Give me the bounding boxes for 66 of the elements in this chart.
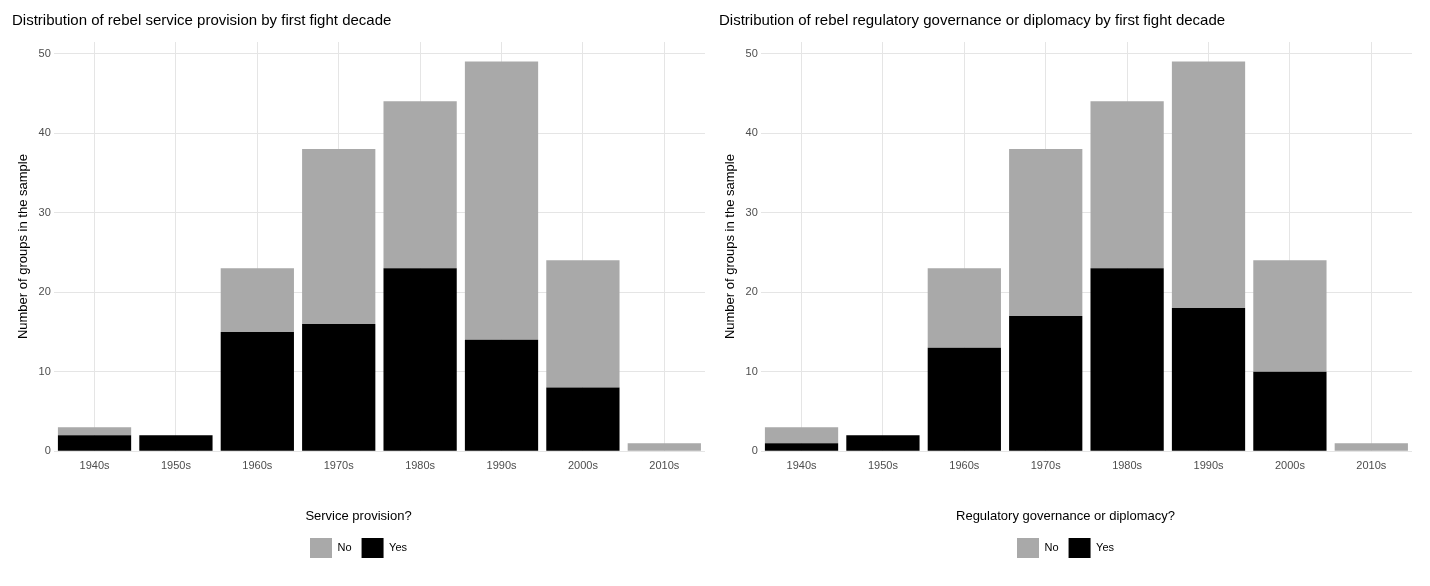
y-tick-label: 40 [745,126,758,139]
x-tick-label: 2000s [1274,458,1306,471]
bar [1090,101,1164,269]
bar [1171,61,1246,309]
legend-label: Yes [1096,541,1115,554]
y-tick-label: 50 [745,46,758,59]
legend-title: Regulatory governance or diplomacy? [956,508,1175,524]
x-tick-label: 1990s [486,458,517,471]
bar [220,331,294,451]
legend-label: No [1044,541,1059,554]
x-tick-label: 1950s [160,458,192,471]
y-axis-title: Number of groups in the sample [15,154,31,340]
legend-label: Yes [389,541,408,554]
x-tick-label: 1940s [786,458,818,471]
bar [57,427,132,436]
bar [1090,268,1164,451]
x-tick-label: 1980s [1112,458,1143,471]
bar [383,101,457,269]
bar [764,427,839,444]
bar [546,260,620,388]
y-tick-label: 50 [38,46,51,59]
x-tick-label: 2010s [649,458,680,471]
y-tick-label: 20 [745,285,758,298]
x-tick-label: 2010s [1356,458,1387,471]
bar [546,387,620,451]
bar [1009,148,1083,316]
bar [1171,308,1246,451]
y-tick-label: 10 [745,364,758,377]
legend-label: No [337,541,352,554]
bar [846,435,920,451]
x-tick-label: 2000s [567,458,599,471]
bar [57,435,132,451]
bar [302,148,376,324]
y-tick-label: 40 [38,126,51,139]
x-tick-label: 1990s [1193,458,1224,471]
y-axis-title: Number of groups in the sample [722,154,738,340]
x-tick-label: 1950s [867,458,899,471]
x-tick-label: 1970s [1030,458,1062,471]
bar [220,268,294,332]
y-tick-label: 30 [38,205,51,218]
y-tick-label: 30 [745,205,758,218]
bar [1009,315,1083,451]
legend-title: Service provision? [305,508,412,524]
y-tick-label: 20 [38,285,51,298]
bar [139,435,213,451]
bar [927,347,1001,451]
y-tick-label: 0 [44,444,51,457]
bar [1253,260,1327,372]
bar [383,268,457,451]
bar [1334,443,1408,451]
bar [1253,371,1327,451]
bar [927,268,1001,348]
y-tick-label: 10 [38,364,51,377]
x-tick-label: 1970s [323,458,355,471]
chart-title: Distribution of rebel regulatory governance or diplomacy by first fight decade [719,11,1226,29]
bar [627,443,701,451]
bar [764,443,839,451]
x-tick-label: 1940s [79,458,111,471]
bar [464,339,539,451]
x-tick-label: 1960s [242,458,273,471]
x-tick-label: 1960s [949,458,980,471]
x-tick-label: 1980s [405,458,436,471]
bar [464,61,539,340]
chart-title: Distribution of rebel service provision by first fight decade [12,11,392,29]
y-tick-label: 0 [751,444,758,457]
bar [302,323,376,451]
